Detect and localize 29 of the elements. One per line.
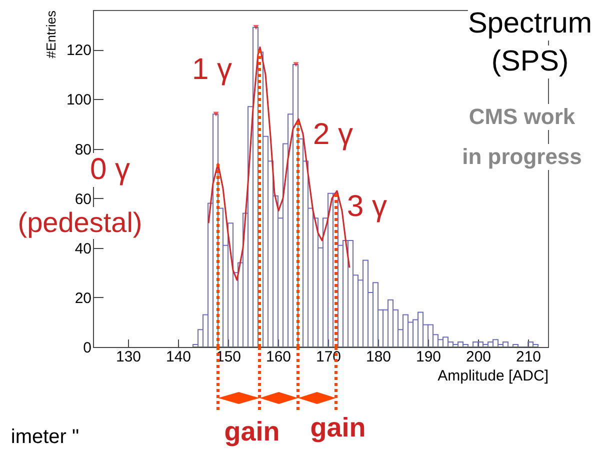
x-axis-title: Amplitude [ADC]	[438, 368, 548, 384]
annotation: in progress	[462, 144, 582, 170]
annotation: 1 γ	[192, 53, 232, 86]
text: imeter "	[10, 426, 80, 448]
annotation: 3 γ	[346, 190, 388, 223]
annotation: (pedestal)	[18, 207, 142, 239]
x-tick-label: 130	[116, 348, 142, 366]
x-tick-label: 180	[366, 348, 392, 366]
y-tick-label: 40	[74, 240, 92, 258]
annotation: 0 γ	[90, 153, 130, 187]
annotation: 2 γ	[312, 118, 354, 151]
y-tick-label: 0	[83, 340, 92, 356]
y-tick-label: 60	[74, 190, 92, 208]
x-tick-label: 140	[166, 348, 192, 366]
annotation: CMS work	[468, 104, 576, 130]
x-tick-label: 200	[466, 348, 492, 366]
y-tick-label: 100	[66, 92, 92, 109]
text: gain	[310, 412, 366, 442]
text: gain	[224, 416, 280, 446]
x-tick-label: 160	[266, 348, 292, 366]
x-tick-label: 190	[416, 348, 442, 366]
y-tick-label: 80	[74, 141, 92, 158]
x-tick-label: 150	[216, 348, 242, 366]
y-tick-label: 120	[66, 42, 92, 60]
annotation: Spectrum	[468, 8, 592, 40]
x-tick-label: 210	[516, 348, 542, 366]
y-axis-title: #Entries	[43, 10, 58, 58]
annotation: (SPS)	[491, 46, 569, 78]
y-tick-label: 20	[74, 290, 92, 307]
